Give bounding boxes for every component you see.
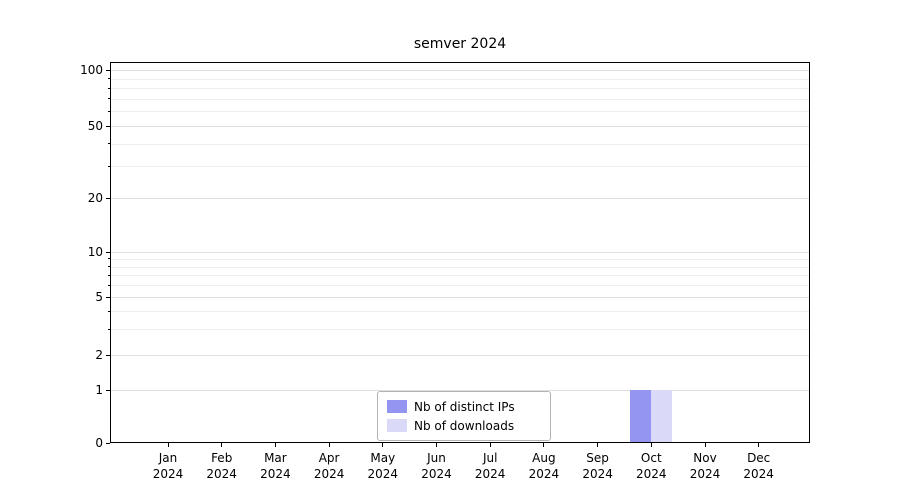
y-minor-tick-mark — [107, 165, 110, 167]
y-tick-label: 1 — [95, 383, 103, 397]
y-tick-mark — [106, 296, 110, 298]
y-tick-mark — [106, 251, 110, 253]
bar-distinct-ips — [630, 390, 652, 443]
x-tick-mark — [543, 443, 545, 447]
y-tick-label: 20 — [87, 191, 103, 205]
y-minor-tick-mark — [107, 328, 110, 330]
legend-item-downloads: Nb of downloads — [387, 416, 541, 435]
y-tick-label: 2 — [95, 348, 103, 362]
y-tick-label: 50 — [87, 119, 103, 133]
gridline-minor — [110, 143, 810, 145]
y-minor-tick-mark — [107, 266, 110, 267]
y-tick-label: 5 — [95, 290, 103, 304]
x-tick-mark — [382, 443, 384, 447]
x-tick-mark — [167, 443, 169, 447]
x-tick-label: Dec 2024 — [743, 451, 774, 481]
x-tick-label: Jun 2024 — [421, 451, 452, 481]
gridline-major — [110, 126, 810, 127]
legend-label-distinct-ips: Nb of distinct IPs — [414, 399, 515, 414]
y-minor-tick-mark — [107, 98, 110, 100]
y-minor-tick-mark — [107, 87, 110, 89]
x-tick-mark — [704, 443, 706, 447]
x-tick-label: Feb 2024 — [206, 451, 237, 481]
y-minor-tick-mark — [107, 284, 110, 286]
gridline-minor — [110, 98, 810, 100]
x-tick-mark — [650, 443, 652, 447]
y-tick-label: 100 — [80, 63, 103, 77]
bar-downloads — [651, 390, 673, 443]
y-minor-tick-mark — [107, 143, 110, 144]
gridline-minor — [110, 329, 810, 331]
legend-label-downloads: Nb of downloads — [414, 418, 515, 433]
x-tick-label: Nov 2024 — [689, 451, 721, 481]
y-tick-label: 0 — [95, 436, 103, 450]
x-tick-label: Jul 2024 — [474, 451, 506, 481]
x-tick-mark — [221, 443, 223, 447]
legend-swatch-0 — [387, 400, 407, 413]
chart-title: semver 2024 — [413, 36, 507, 52]
x-tick-label: Mar 2024 — [260, 451, 291, 481]
y-tick-mark — [106, 125, 110, 127]
gridline-minor — [110, 166, 810, 168]
y-minor-tick-mark — [107, 78, 110, 79]
gridline-major — [110, 390, 810, 391]
x-tick-label: Apr 2024 — [313, 451, 345, 481]
y-tick-mark — [106, 197, 110, 199]
x-tick-mark — [758, 443, 760, 447]
x-tick-mark — [274, 443, 276, 447]
gridline-minor — [110, 285, 810, 287]
y-tick-mark — [106, 354, 110, 356]
y-minor-tick-mark — [107, 310, 110, 312]
legend: Nb of distinct IPs Nb of downloads — [377, 391, 551, 441]
gridline-minor — [110, 275, 810, 277]
y-tick-label: 10 — [87, 245, 103, 259]
legend-item-distinct-ips: Nb of distinct IPs — [387, 397, 541, 416]
gridline-major — [110, 198, 810, 199]
plot-area — [110, 62, 810, 443]
y-tick-mark — [106, 389, 110, 391]
gridline-minor — [110, 111, 810, 113]
x-tick-mark — [597, 443, 599, 447]
x-tick-label: May 2024 — [367, 451, 399, 481]
gridline-major — [110, 297, 810, 298]
x-tick-mark — [328, 443, 330, 447]
y-tick-mark — [106, 442, 110, 444]
gridline-minor — [110, 78, 810, 80]
y-minor-tick-mark — [107, 110, 110, 112]
x-tick-label: Jan 2024 — [152, 451, 184, 481]
x-tick-mark — [436, 443, 437, 447]
gridline-major — [110, 70, 810, 71]
gridline-minor — [110, 258, 810, 260]
gridline-minor — [110, 88, 810, 89]
x-tick-label: Sep 2024 — [582, 451, 613, 481]
gridline-minor — [110, 266, 810, 268]
gridline-major — [110, 355, 810, 356]
legend-swatch-1 — [387, 419, 407, 432]
x-tick-mark — [489, 443, 491, 447]
gridline-minor — [110, 311, 810, 313]
y-tick-mark — [106, 69, 110, 71]
x-tick-label: Oct 2024 — [636, 451, 667, 481]
gridline-major — [110, 252, 810, 253]
x-tick-label: Aug 2024 — [528, 451, 560, 481]
y-minor-tick-mark — [107, 258, 110, 260]
y-minor-tick-mark — [107, 274, 110, 276]
